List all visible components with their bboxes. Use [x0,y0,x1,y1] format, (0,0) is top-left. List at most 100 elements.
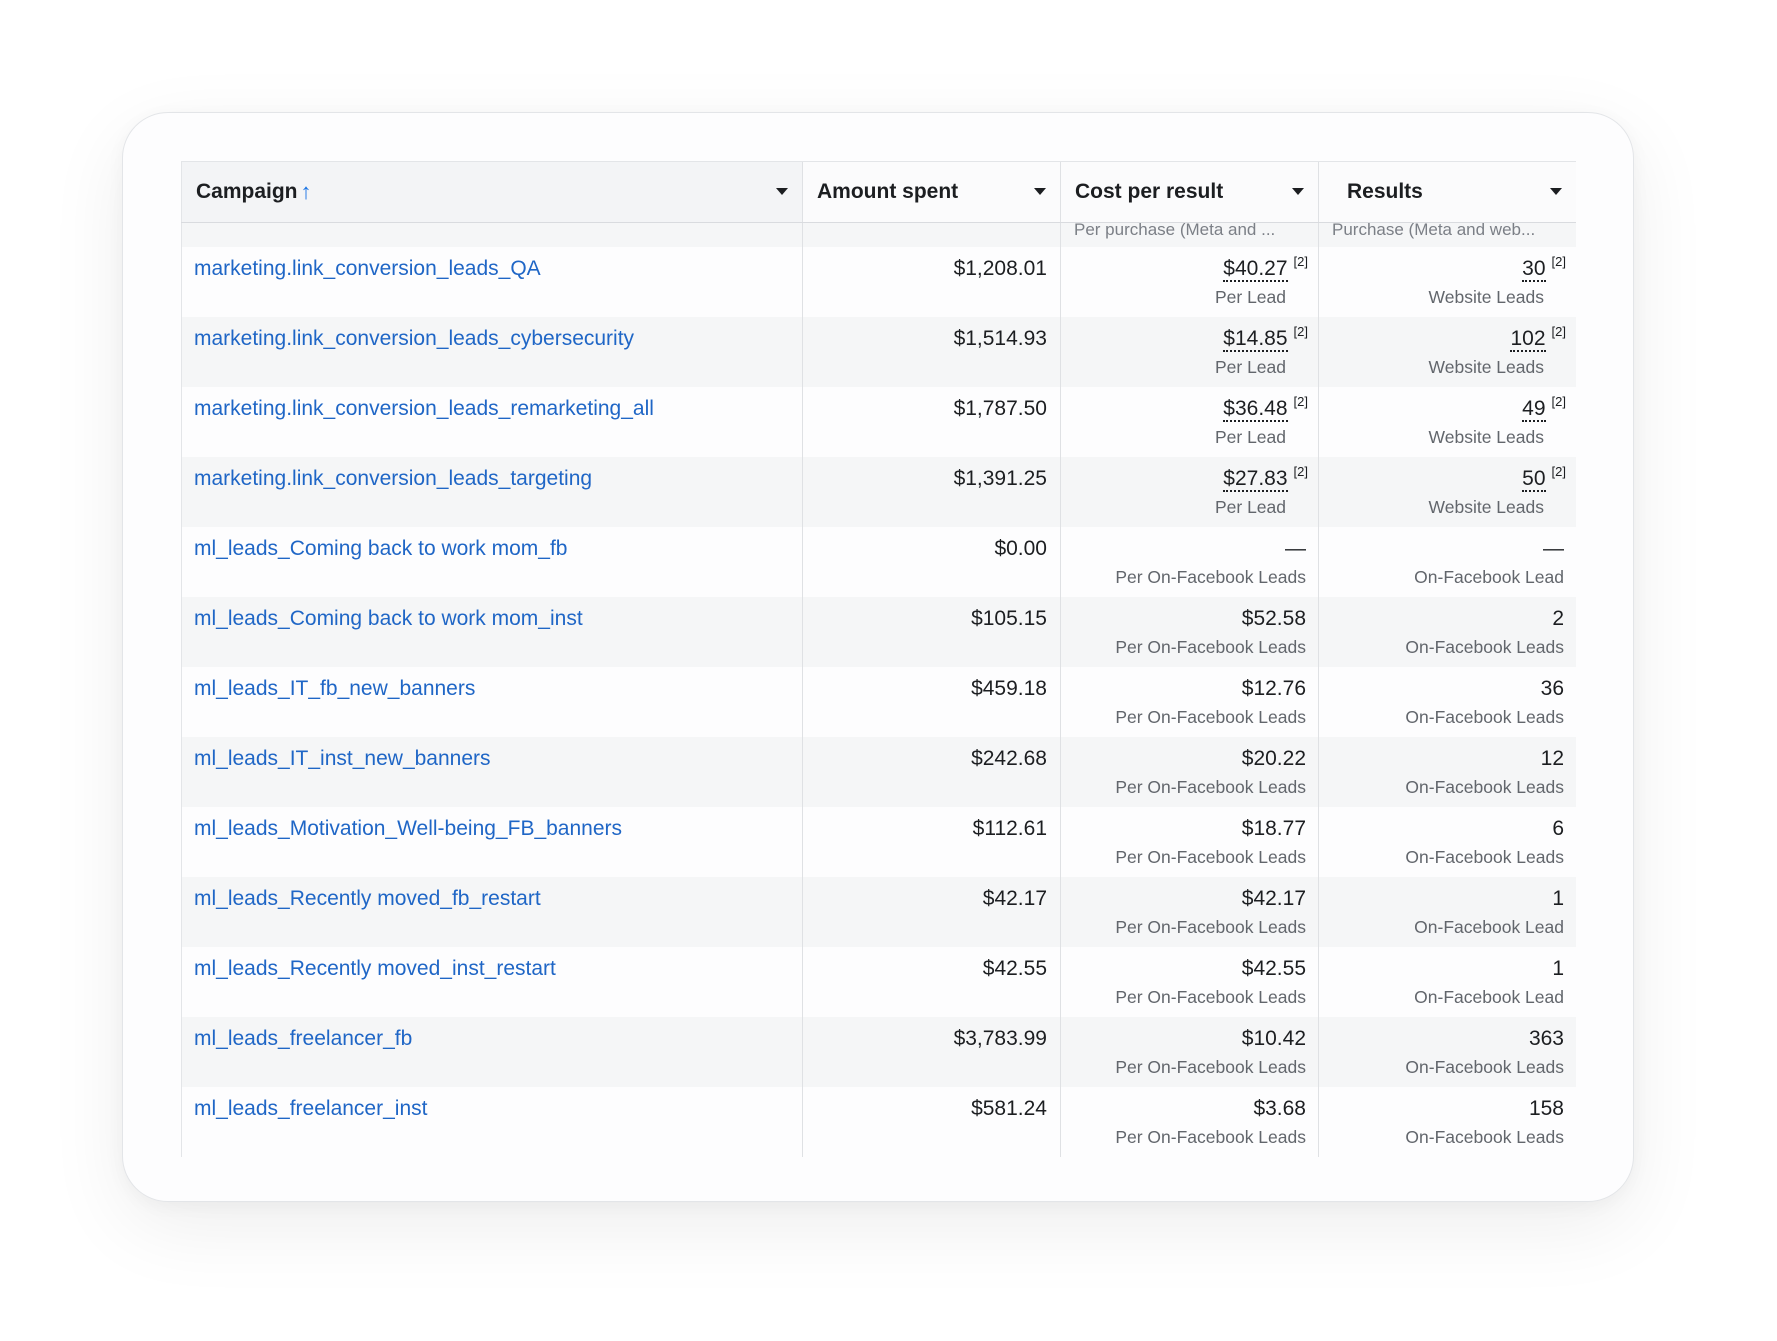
amount-spent-value: $42.17 [982,887,1047,910]
footnote-marker[interactable]: [2] [1551,324,1566,339]
cost-per-result-cell: $3.68 Per On-Facebook Leads [1061,1087,1319,1157]
chevron-down-icon[interactable] [776,188,788,195]
campaign-link[interactable]: ml_leads_Motivation_Well-being_FB_banner… [194,817,623,840]
cost-per-result-unit: Per On-Facebook Leads [1115,1057,1306,1077]
footnote-marker[interactable]: [2] [1293,254,1308,269]
table-row[interactable]: marketing.link_conversion_leads_targetin… [181,457,1576,527]
table-row[interactable]: ml_leads_Coming back to work mom_fb $0.00… [181,527,1576,597]
results-cell: 1 On-Facebook Lead [1319,947,1576,1017]
results-value: 12 [1540,747,1564,770]
amount-spent-value: $42.55 [982,957,1047,980]
chevron-down-icon[interactable] [1034,188,1046,195]
table-row[interactable]: ml_leads_Recently moved_inst_restart $42.… [181,947,1576,1017]
campaign-link[interactable]: ml_leads_freelancer_fb [194,1027,413,1050]
campaign-link[interactable]: ml_leads_Recently moved_inst_restart [194,957,556,980]
footnote-marker[interactable]: [2] [1551,254,1566,269]
table-subheader: Per purchase (Meta and ... Purchase (Met… [181,223,1576,247]
cost-per-result-line: $42.55 [1242,957,1306,981]
campaign-cell: ml_leads_Recently moved_inst_restart [181,947,803,1017]
campaign-link[interactable]: ml_leads_freelancer_inst [194,1097,428,1120]
amount-spent-cell: $0.00 [803,527,1061,597]
results-cell: 36 On-Facebook Leads [1319,667,1576,737]
campaign-link[interactable]: ml_leads_IT_inst_new_banners [194,747,491,770]
cost-per-result-cell: $42.17 Per On-Facebook Leads [1061,877,1319,947]
campaign-cell: marketing.link_conversion_leads_QA [181,247,803,317]
cost-per-result-value: — [1285,537,1306,560]
footnote-marker[interactable]: [2] [1551,394,1566,409]
amount-spent-cell: $3,783.99 [803,1017,1061,1087]
cost-per-result-value[interactable]: $36.48 [1223,397,1288,422]
table-row[interactable]: ml_leads_Recently moved_fb_restart $42.17… [181,877,1576,947]
table-row[interactable]: marketing.link_conversion_leads_cybersec… [181,317,1576,387]
results-line: — [1543,537,1564,561]
campaign-cell: ml_leads_Coming back to work mom_fb [181,527,803,597]
results-value: 2 [1552,607,1564,630]
cost-per-result-value: $52.58 [1241,607,1306,630]
results-cell: 363 On-Facebook Leads [1319,1017,1576,1087]
amount-spent-value: $1,208.01 [953,257,1047,280]
column-header-results[interactable]: Results [1319,162,1576,222]
amount-spent-cell: $42.55 [803,947,1061,1017]
amount-spent-value: $581.24 [971,1097,1047,1120]
cost-per-result-line: $20.22 [1242,747,1306,771]
campaign-link[interactable]: marketing.link_conversion_leads_QA [194,257,541,280]
results-unit: Website Leads [1428,497,1544,517]
column-header-cost-per-result[interactable]: Cost per result [1061,162,1319,222]
campaign-link[interactable]: marketing.link_conversion_leads_targetin… [194,467,593,490]
results-value[interactable]: 50 [1522,467,1546,492]
table-row[interactable]: marketing.link_conversion_leads_remarket… [181,387,1576,457]
amount-spent-cell: $1,514.93 [803,317,1061,387]
chevron-down-icon[interactable] [1550,188,1562,195]
campaign-link[interactable]: ml_leads_Coming back to work mom_inst [194,607,583,630]
cost-per-result-line: $36.48 [2] [1223,394,1308,422]
column-subtitle-results: Purchase (Meta and web... [1332,223,1536,239]
column-subtitle-cost-per-result: Per purchase (Meta and ... [1074,223,1276,239]
results-value: 6 [1552,817,1564,840]
table-row[interactable]: ml_leads_freelancer_inst $581.24 $3.68 Per … [181,1087,1576,1157]
results-unit: On-Facebook Lead [1414,987,1564,1007]
cost-per-result-value[interactable]: $14.85 [1223,327,1288,352]
table-row[interactable]: ml_leads_Motivation_Well-being_FB_banner… [181,807,1576,877]
table-row[interactable]: ml_leads_Coming back to work mom_inst $10… [181,597,1576,667]
table-row[interactable]: marketing.link_conversion_leads_QA $1,208… [181,247,1576,317]
footnote-marker[interactable]: [2] [1293,464,1308,479]
campaign-link[interactable]: marketing.link_conversion_leads_cybersec… [194,327,635,350]
cost-per-result-value: $3.68 [1253,1097,1306,1120]
subheader-cell: Per purchase (Meta and ... [1061,223,1319,247]
cost-per-result-value[interactable]: $40.27 [1223,257,1288,282]
footnote-marker[interactable]: [2] [1551,464,1566,479]
results-value[interactable]: 102 [1510,327,1546,352]
column-header-amount-spent[interactable]: Amount spent [803,162,1061,222]
campaign-link[interactable]: marketing.link_conversion_leads_remarket… [194,397,654,420]
results-line: 1 [1552,887,1564,911]
cost-per-result-unit: Per On-Facebook Leads [1115,567,1306,587]
table-row[interactable]: ml_leads_freelancer_fb $3,783.99 $10.42 Per… [181,1017,1576,1087]
campaign-link[interactable]: ml_leads_Coming back to work mom_fb [194,537,568,560]
results-line: 102 [2] [1510,324,1566,352]
results-line: 363 [1529,1027,1564,1051]
results-value: 1 [1552,957,1564,980]
campaign-cell: ml_leads_Recently moved_fb_restart [181,877,803,947]
cost-per-result-unit: Per On-Facebook Leads [1115,777,1306,797]
results-value[interactable]: 30 [1522,257,1546,282]
campaign-cell: ml_leads_freelancer_inst [181,1087,803,1157]
amount-spent-value: $459.18 [971,677,1047,700]
footnote-marker[interactable]: [2] [1293,394,1308,409]
campaign-cell: ml_leads_Coming back to work mom_inst [181,597,803,667]
cost-per-result-value[interactable]: $27.83 [1223,467,1288,492]
campaign-link[interactable]: ml_leads_Recently moved_fb_restart [194,887,541,910]
table-row[interactable]: ml_leads_IT_fb_new_banners $459.18 $12.76 P… [181,667,1576,737]
results-unit: On-Facebook Leads [1405,847,1564,867]
table-header: Campaign ↑ Amount spent Cost per result … [181,161,1576,223]
results-value[interactable]: 49 [1522,397,1546,422]
footnote-marker[interactable]: [2] [1293,324,1308,339]
campaign-cell: marketing.link_conversion_leads_remarket… [181,387,803,457]
cost-per-result-value: $18.77 [1241,817,1306,840]
chevron-down-icon[interactable] [1292,188,1304,195]
column-label-amount-spent: Amount spent [817,180,959,203]
sort-ascending-icon[interactable]: ↑ [300,179,312,204]
table-row[interactable]: ml_leads_IT_inst_new_banners $242.68 $20.2… [181,737,1576,807]
column-header-campaign[interactable]: Campaign ↑ [181,162,803,222]
campaign-link[interactable]: ml_leads_IT_fb_new_banners [194,677,476,700]
amount-spent-cell: $112.61 [803,807,1061,877]
